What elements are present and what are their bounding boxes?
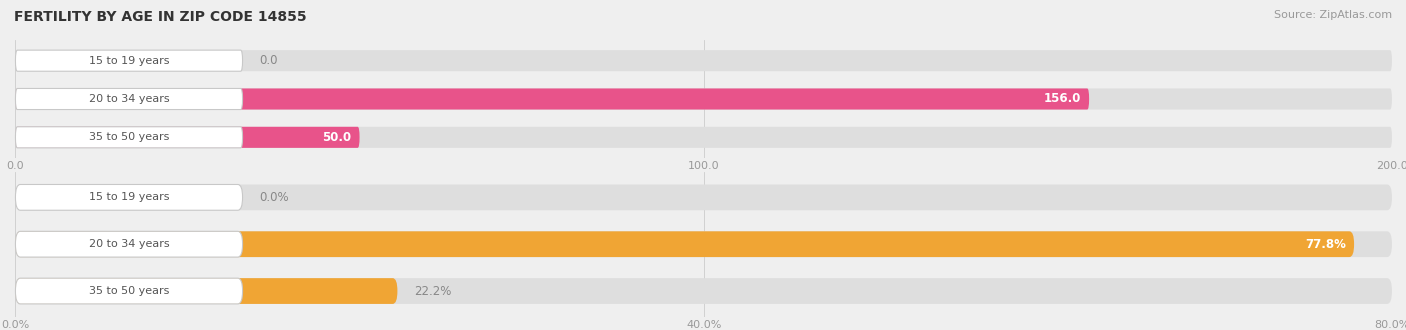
FancyBboxPatch shape [15, 127, 243, 148]
Text: 0.0: 0.0 [259, 54, 277, 67]
FancyBboxPatch shape [15, 231, 1354, 257]
Text: 15 to 19 years: 15 to 19 years [89, 192, 169, 202]
Text: 22.2%: 22.2% [413, 284, 451, 298]
FancyBboxPatch shape [15, 278, 398, 304]
Text: 35 to 50 years: 35 to 50 years [89, 132, 169, 142]
Text: 20 to 34 years: 20 to 34 years [89, 239, 169, 249]
FancyBboxPatch shape [15, 127, 1392, 148]
FancyBboxPatch shape [15, 184, 243, 210]
FancyBboxPatch shape [15, 278, 243, 304]
Text: 15 to 19 years: 15 to 19 years [89, 56, 169, 66]
Text: 156.0: 156.0 [1043, 92, 1081, 106]
Text: 20 to 34 years: 20 to 34 years [89, 94, 169, 104]
FancyBboxPatch shape [15, 127, 360, 148]
FancyBboxPatch shape [15, 278, 1392, 304]
FancyBboxPatch shape [15, 50, 1392, 71]
FancyBboxPatch shape [15, 88, 1392, 110]
Text: 77.8%: 77.8% [1305, 238, 1346, 251]
Text: 0.0%: 0.0% [259, 191, 288, 204]
Text: Source: ZipAtlas.com: Source: ZipAtlas.com [1274, 10, 1392, 20]
FancyBboxPatch shape [15, 231, 243, 257]
Text: FERTILITY BY AGE IN ZIP CODE 14855: FERTILITY BY AGE IN ZIP CODE 14855 [14, 10, 307, 24]
Text: 35 to 50 years: 35 to 50 years [89, 286, 169, 296]
Text: 50.0: 50.0 [322, 131, 352, 144]
FancyBboxPatch shape [15, 184, 1392, 210]
FancyBboxPatch shape [15, 231, 1392, 257]
FancyBboxPatch shape [15, 88, 243, 110]
FancyBboxPatch shape [15, 88, 1090, 110]
FancyBboxPatch shape [15, 50, 243, 71]
